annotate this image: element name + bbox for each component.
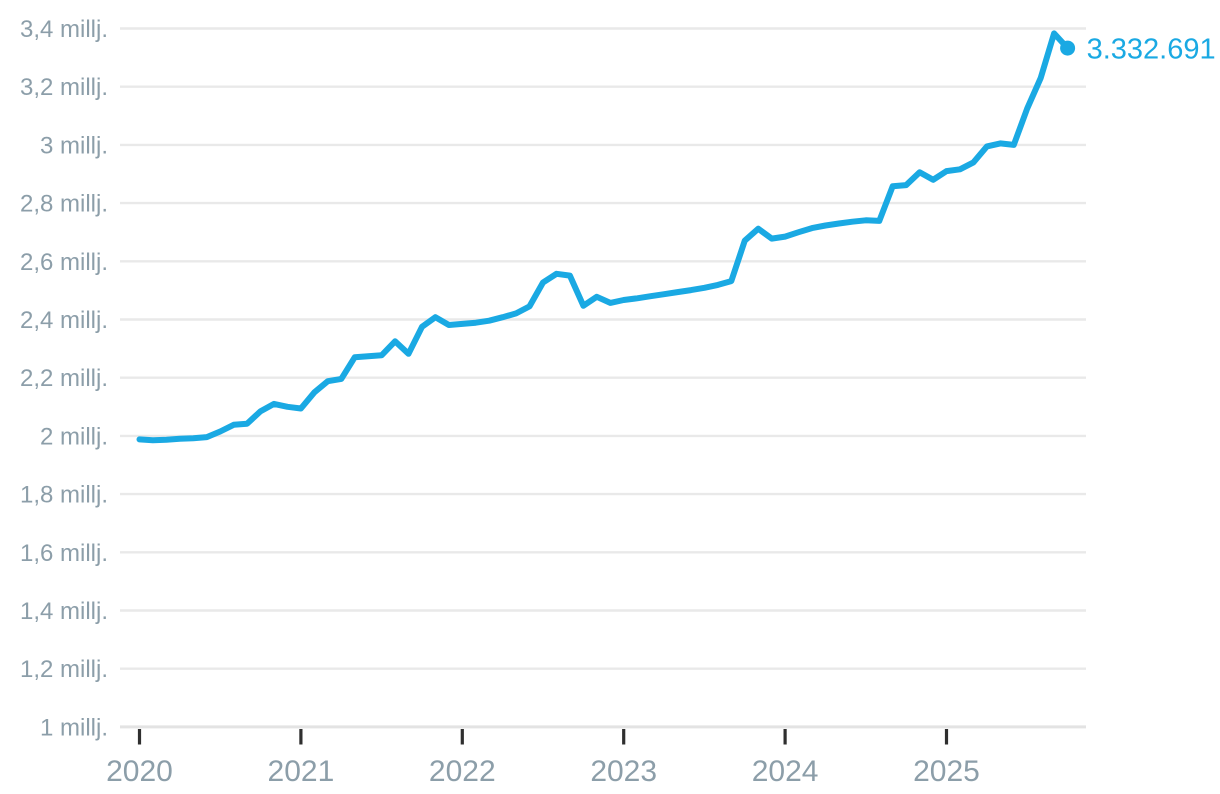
x-axis-tick-label: 2025 xyxy=(913,755,980,788)
y-axis-tick-label: 1,2 millj. xyxy=(20,656,108,683)
y-axis-tick-label: 3,4 millj. xyxy=(20,16,108,43)
x-axis-ticks-group xyxy=(137,729,949,745)
x-axis-tick-label: 2023 xyxy=(590,755,657,788)
x-axis-tick-label: 2022 xyxy=(429,755,496,788)
y-axis-tick-label: 2 millj. xyxy=(40,423,108,450)
y-axis-tick-label: 1,6 millj. xyxy=(20,540,108,567)
y-axis-tick-label: 1,8 millj. xyxy=(20,482,108,509)
x-axis-labels-group: 2020 2021 2022 2023 2024 2025 xyxy=(106,755,980,788)
y-axis-tick-label: 3 millj. xyxy=(40,132,108,159)
y-axis-tick-label: 1 millj. xyxy=(40,714,108,741)
y-axis-tick-label: 3,2 millj. xyxy=(20,74,108,101)
y-axis-tick-label: 2,4 millj. xyxy=(20,307,108,334)
latest-point-marker xyxy=(1060,40,1076,56)
y-axis-tick-label: 2,8 millj. xyxy=(20,191,108,218)
latest-value-label: 3.332.691 xyxy=(1087,34,1216,66)
y-axis-tick-label: 1,4 millj. xyxy=(20,598,108,625)
x-axis-tick-label: 2021 xyxy=(268,755,335,788)
data-line xyxy=(136,30,1071,444)
x-axis-tick-label: 2020 xyxy=(106,755,173,788)
y-axis-labels-group: 3,4 millj. 3,2 millj. 3 millj. 2,8 millj. 2,… xyxy=(20,16,108,741)
x-axis-tick-label: 2024 xyxy=(752,755,819,788)
y-axis-tick-label: 2,2 millj. xyxy=(20,365,108,392)
gridlines-group xyxy=(120,27,1086,729)
y-axis-tick-label: 2,6 millj. xyxy=(20,249,108,276)
